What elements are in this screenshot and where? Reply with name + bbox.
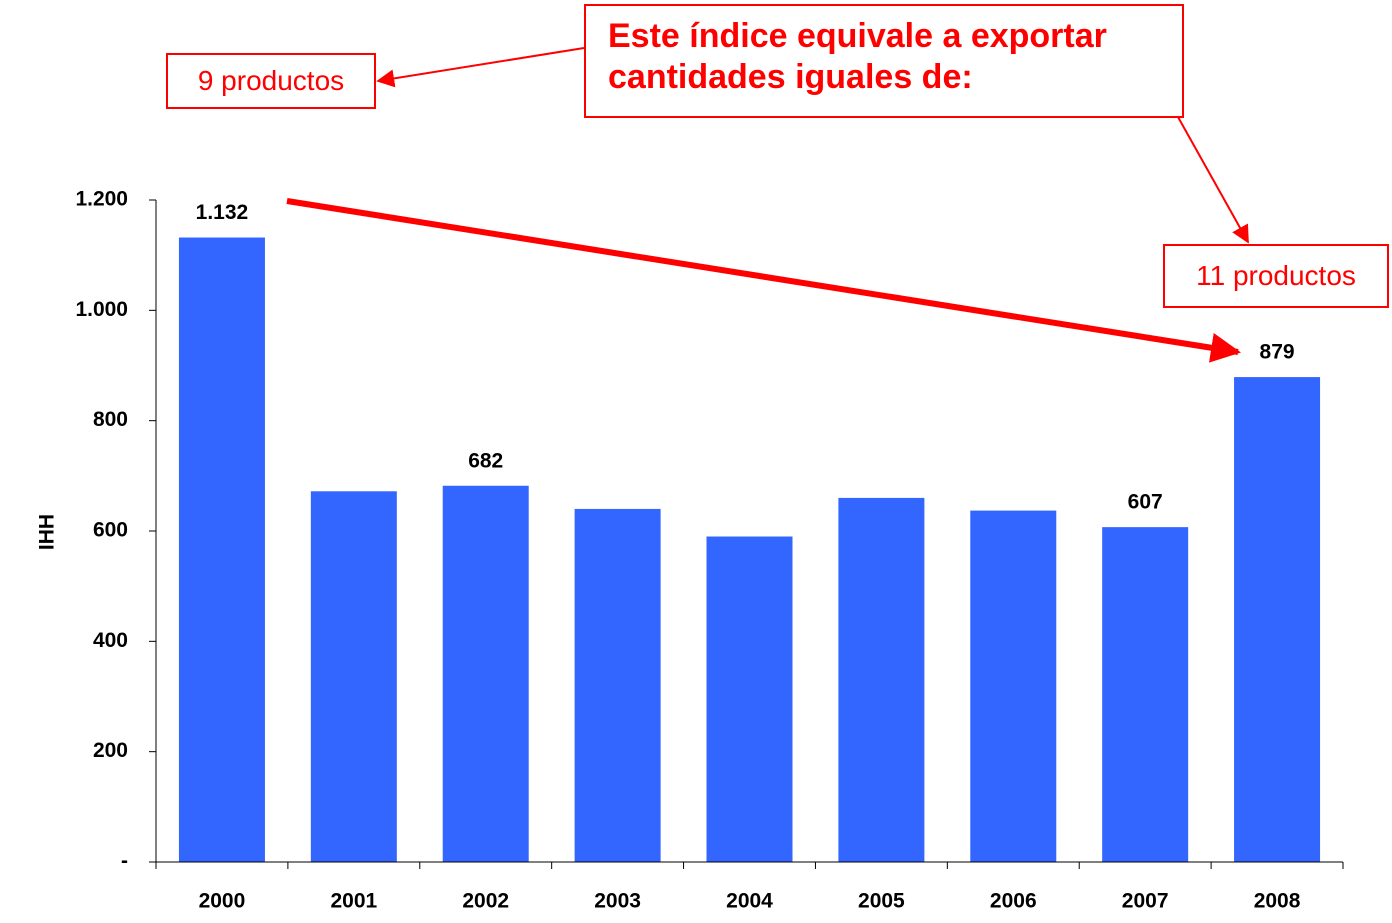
annotation-main-box: Este índice equivale a exportar cantidad… <box>584 4 1184 118</box>
annotation-left-box: 9 productos <box>166 53 376 109</box>
bar-2002 <box>442 485 529 862</box>
bar-2003 <box>574 508 661 862</box>
x-tick-label: 2008 <box>1254 890 1301 913</box>
y-tick-label: - <box>121 850 128 873</box>
data-label: 879 <box>1260 341 1295 364</box>
x-tick-label: 2001 <box>330 890 377 913</box>
bar-2006 <box>970 510 1057 862</box>
annotation-main-line-2: cantidades iguales de: <box>608 58 973 96</box>
data-label: 607 <box>1128 491 1163 514</box>
trend-arrow <box>286 198 1241 363</box>
data-label: 682 <box>468 449 503 472</box>
x-tick-label: 2000 <box>199 890 246 913</box>
bar-2007 <box>1102 527 1189 862</box>
bar-2001 <box>310 491 397 862</box>
x-tick-label: 2006 <box>990 890 1037 913</box>
annotation-main-line-1: Este índice equivale a exportar <box>608 17 1107 55</box>
y-tick-label: 200 <box>93 739 128 762</box>
x-tick-label: 2007 <box>1122 890 1169 913</box>
y-tick-label: 1.200 <box>75 188 128 211</box>
left-annotation-arrow <box>376 47 585 88</box>
x-tick-label: 2003 <box>594 890 641 913</box>
data-label: 1.132 <box>196 201 249 224</box>
y-tick-label: 1.000 <box>75 298 128 321</box>
bar-2008 <box>1234 377 1321 862</box>
x-tick-label: 2005 <box>858 890 905 913</box>
y-axis-title: IHH <box>36 514 59 550</box>
y-tick-label: 400 <box>93 629 128 652</box>
x-tick-label: 2002 <box>462 890 509 913</box>
y-tick-label: 600 <box>93 519 128 542</box>
bar-2005 <box>838 497 925 862</box>
x-tick-label: 2004 <box>726 890 773 913</box>
right-annotation-arrow <box>1177 116 1249 244</box>
bar-2004 <box>706 536 793 862</box>
bar-2000 <box>178 237 265 863</box>
annotation-right-box: 11 productos <box>1163 244 1389 308</box>
y-tick-label: 800 <box>93 408 128 431</box>
